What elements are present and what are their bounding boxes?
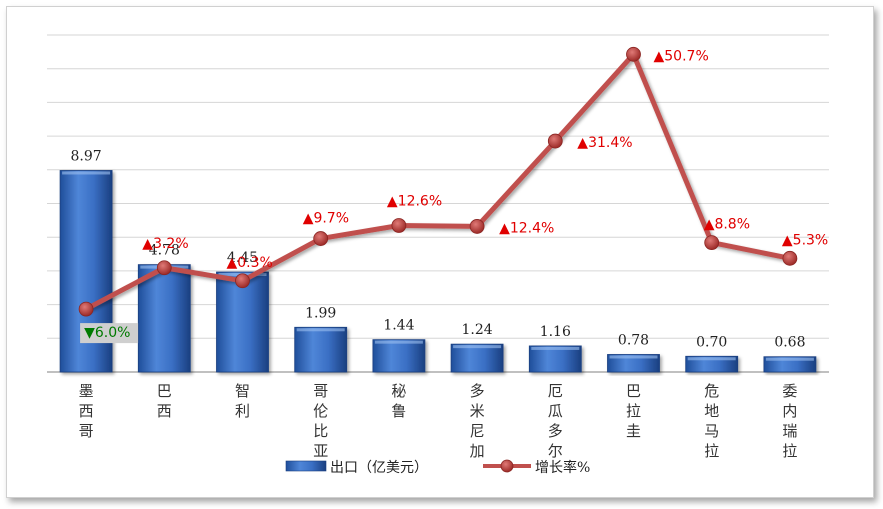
legend-line-marker bbox=[500, 459, 514, 473]
line-marker bbox=[782, 250, 798, 266]
legend: 出口（亿美元） 增长率% bbox=[285, 459, 590, 476]
rate-value-label: ▲50.7% bbox=[654, 48, 709, 64]
legend-line-label: 增长率% bbox=[535, 459, 590, 476]
bar-value-label: 4.45 bbox=[227, 250, 258, 266]
x-tick-label: 墨西哥 bbox=[79, 382, 94, 440]
line-series bbox=[78, 46, 798, 317]
rate-value-label: ▲3.2% bbox=[142, 236, 188, 252]
x-axis: 墨西哥 巴西 智利 哥伦比亚 秘鲁 多米尼加 厄瓜多尔 巴拉圭 危地马拉 委内瑞拉 bbox=[79, 382, 798, 460]
bar-highlight bbox=[453, 345, 502, 349]
bar-series bbox=[59, 170, 817, 373]
x-tick-label: 智利 bbox=[235, 382, 250, 420]
rate-value-label: ▲5.3% bbox=[782, 232, 828, 248]
bar-highlight bbox=[687, 357, 736, 361]
rate-label-bg bbox=[80, 323, 139, 344]
bar-value-label: 0.78 bbox=[618, 332, 649, 348]
growth-line bbox=[84, 51, 791, 312]
bar-value-label: 0.70 bbox=[696, 334, 727, 350]
bar-highlight bbox=[296, 328, 345, 332]
line-marker bbox=[469, 219, 485, 234]
x-tick-label: 巴西 bbox=[157, 382, 172, 420]
legend-bar-label: 出口（亿美元） bbox=[330, 460, 428, 476]
x-tick-label: 委内瑞拉 bbox=[782, 382, 797, 460]
line-marker bbox=[235, 273, 250, 289]
rate-labels: ▼6.0% ▲3.2% ▲0.3% ▲9.7% ▲12.6% ▲12.4% ▲31.4% ▲5… bbox=[80, 48, 828, 344]
x-tick-label: 厄瓜多尔 bbox=[548, 382, 563, 460]
bar-value-label: 0.68 bbox=[774, 335, 805, 351]
line-marker bbox=[704, 235, 720, 250]
bar-value-label: 1.44 bbox=[383, 318, 414, 334]
bar-labels: 8.97 4.78 4.45 1.99 1.44 1.24 1.16 0.78 0.70 0.68 bbox=[71, 148, 806, 350]
rate-value-label: ▲8.8% bbox=[704, 217, 750, 233]
line-marker bbox=[547, 133, 563, 149]
bar-highlight bbox=[765, 357, 814, 361]
bar bbox=[372, 339, 426, 373]
chart-frame: 8.97 4.78 4.45 1.99 1.44 1.24 1.16 0.78 0.70 0.68… bbox=[6, 6, 874, 498]
line-marker bbox=[78, 301, 94, 317]
bar-value-label: 8.97 bbox=[71, 148, 102, 164]
combo-chart: 8.97 4.78 4.45 1.99 1.44 1.24 1.16 0.78 0.70 0.68… bbox=[47, 34, 829, 476]
bar-highlight bbox=[531, 346, 580, 350]
bar-value-label: 1.16 bbox=[540, 324, 571, 340]
bar-highlight bbox=[374, 340, 423, 344]
x-tick-label: 多米尼加 bbox=[470, 382, 485, 460]
bar bbox=[607, 354, 660, 373]
line-marker bbox=[391, 218, 407, 233]
rate-value-label: ▲9.7% bbox=[303, 211, 349, 227]
rate-value-label: ▲31.4% bbox=[577, 135, 632, 151]
bar bbox=[450, 343, 504, 373]
rate-value-label: ▼6.0% bbox=[84, 325, 130, 341]
legend-bar-swatch bbox=[285, 460, 327, 472]
line-marker bbox=[626, 46, 641, 62]
x-tick-label: 哥伦比亚 bbox=[313, 382, 328, 460]
rate-value-label: ▲12.4% bbox=[499, 220, 554, 236]
bar bbox=[294, 326, 348, 373]
x-tick-label: 秘鲁 bbox=[391, 382, 406, 420]
line-marker bbox=[156, 260, 172, 276]
bar bbox=[528, 345, 582, 373]
rate-value-label: ▲12.6% bbox=[387, 194, 442, 210]
bar-highlight bbox=[609, 355, 658, 359]
rate-value-label: ▲0.3% bbox=[227, 255, 273, 271]
bar bbox=[216, 271, 269, 373]
line-marker bbox=[313, 231, 329, 246]
bar-value-label: 4.78 bbox=[149, 243, 180, 259]
x-tick-label: 危地马拉 bbox=[704, 382, 719, 460]
bar-value-label: 1.24 bbox=[462, 322, 493, 338]
bar-highlight bbox=[62, 171, 111, 175]
bar bbox=[137, 264, 191, 373]
x-tick-label: 巴拉圭 bbox=[626, 382, 641, 440]
bar-value-label: 1.99 bbox=[305, 305, 336, 321]
